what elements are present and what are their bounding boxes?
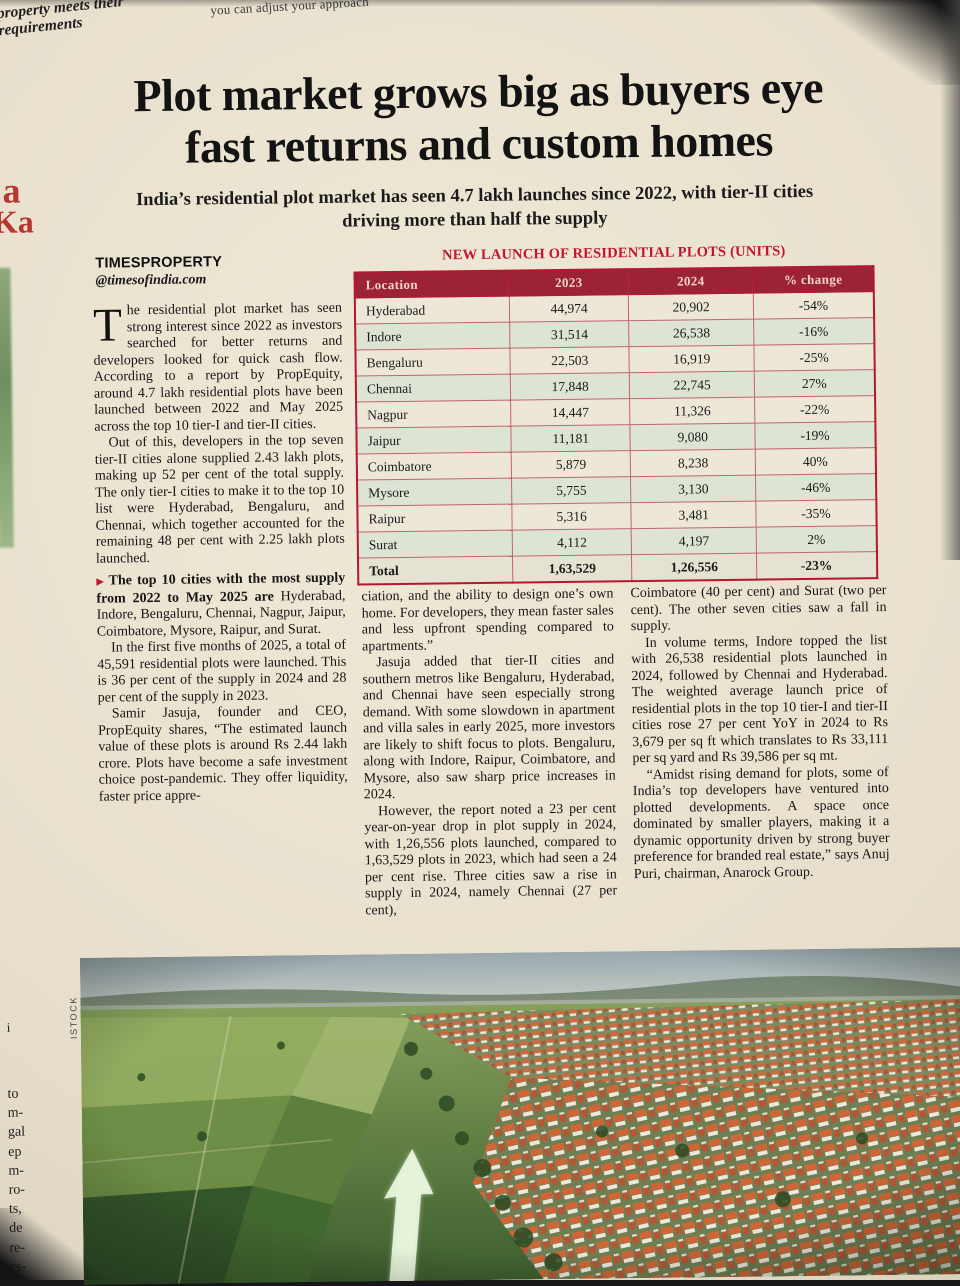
- cell: Chennai: [355, 374, 511, 402]
- cell: 20,902: [628, 293, 754, 321]
- residential-plots-table: Location 2023 2024 % change Hyderabad 44,…: [353, 265, 879, 586]
- cell: 31,514: [509, 320, 630, 349]
- margin-text-fragments: to m- gal ep m- ro- ts, de re- es-: [7, 1085, 26, 1277]
- cell: Nagpur: [356, 400, 511, 428]
- fragment-line: gal: [7, 1125, 26, 1141]
- paragraph: Samir Jasuja, founder and CEO, PropEquit…: [97, 703, 348, 805]
- fragment-line: ep: [8, 1144, 22, 1160]
- article-column-2: ciation, and the ability to design one’s…: [361, 586, 617, 955]
- standfirst: India’s residential plot market has seen…: [0, 178, 955, 239]
- paragraph: In volume terms, Indore topped the list …: [631, 632, 889, 767]
- byline-name: TIMESPROPERTY: [95, 254, 223, 272]
- fragment-line: m-: [7, 1105, 24, 1122]
- aerial-photo-illustration: [79, 947, 960, 1285]
- cell: -46%: [755, 473, 877, 502]
- fragment-line: ro-: [8, 1182, 26, 1198]
- photo-credit: ISTOCK: [68, 995, 79, 1040]
- paragraph: In the first five months of 2025, a tota…: [97, 637, 347, 706]
- fragment-line: to: [7, 1086, 19, 1102]
- fragment-line: de: [9, 1221, 23, 1237]
- article-headline: Plot market grows big as buyers eye fast…: [53, 61, 904, 176]
- headline-line: fast returns and custom homes: [184, 114, 774, 174]
- byline-handle: @timesofindia.com: [95, 272, 207, 289]
- adjacent-article-fragment: you can adjust your approach: [209, 0, 370, 18]
- paragraph: Coimbatore (40 per cent) and Surat (two …: [630, 583, 887, 635]
- column-header: % change: [752, 266, 874, 294]
- paragraph: “Amidst rising demand for plots, some of…: [632, 764, 890, 882]
- cell: 5,755: [511, 476, 632, 505]
- cell: 11,181: [510, 424, 631, 453]
- cell: 17,848: [510, 372, 631, 401]
- adjacent-photo-fragment: [0, 267, 14, 548]
- fragment-line: re-: [9, 1240, 26, 1256]
- headline-line: Plot market grows big as buyers eye: [133, 61, 824, 122]
- paragraph: Out of this, developers in the top seven…: [94, 432, 345, 567]
- cell: Indore: [355, 322, 510, 350]
- cell: 1,26,556: [631, 553, 757, 582]
- cell: 22,745: [629, 371, 755, 399]
- cell: 14,447: [510, 398, 631, 427]
- cell: 22,503: [509, 346, 630, 375]
- cell: 5,879: [511, 450, 631, 479]
- photo-vignette: [79, 947, 960, 1285]
- cell: -25%: [753, 343, 875, 372]
- fragment-line: m-: [8, 1163, 25, 1179]
- cell: Hyderabad: [354, 296, 510, 325]
- adjacent-article-fragment: property meets their requirements: [0, 0, 126, 39]
- article-column-3: Coimbatore (40 per cent) and Surat (two …: [630, 583, 890, 952]
- cell: Raipur: [357, 504, 513, 532]
- cell: 11,326: [630, 397, 755, 425]
- column-header: 2023: [508, 269, 629, 297]
- cell: -22%: [754, 395, 876, 424]
- cell: 40%: [755, 447, 876, 476]
- bullet-icon: ▶: [96, 576, 106, 588]
- cell: -35%: [755, 499, 877, 528]
- cell: Surat: [357, 530, 513, 558]
- cell: Total: [357, 556, 513, 585]
- cell: 5,316: [511, 502, 632, 531]
- column-header: Location: [354, 270, 510, 299]
- cell: -54%: [753, 291, 875, 320]
- cell: 4,112: [512, 528, 632, 557]
- fragment-line: ts,: [8, 1201, 22, 1218]
- cell: 3,481: [631, 501, 757, 529]
- cell: 26,538: [629, 319, 754, 347]
- cell: 4,197: [631, 527, 757, 555]
- table-total-row: Total 1,63,529 1,26,556 -23%: [357, 551, 878, 585]
- fragment-line: es-: [9, 1259, 27, 1275]
- cell: 1,63,529: [512, 554, 633, 583]
- cell: 27%: [754, 369, 876, 398]
- cell: -19%: [754, 421, 876, 450]
- standfirst-text: India’s residential plot market has seen…: [135, 181, 814, 233]
- cell: 44,974: [509, 294, 630, 323]
- highlight-paragraph: ▶ The top 10 cities with the most supply …: [96, 571, 346, 641]
- cell: Jaipur: [356, 426, 512, 454]
- cell: 8,238: [630, 449, 756, 477]
- cell: 9,080: [630, 423, 756, 451]
- launch-table-section: NEW LAUNCH OF RESIDENTIAL PLOTS (UNITS) …: [353, 242, 879, 586]
- paragraph: ciation, and the ability to design one’s…: [361, 586, 614, 654]
- cell: Coimbatore: [356, 452, 512, 480]
- margin-text-fragment: i: [6, 1019, 11, 1035]
- cell: 2%: [756, 525, 877, 554]
- table-title: NEW LAUNCH OF RESIDENTIAL PLOTS (UNITS): [441, 243, 786, 264]
- cell: -23%: [756, 551, 878, 580]
- cell: Mysore: [357, 478, 512, 506]
- drop-cap: T: [92, 300, 123, 352]
- cell: 3,130: [630, 475, 756, 503]
- paragraph: Jasuja added that tier-II cities and sou…: [362, 652, 616, 803]
- paragraph: However, the report noted a 23 per cent …: [364, 800, 618, 918]
- byline: TIMESPROPERTY @timesofindia.com: [95, 254, 222, 290]
- paragraph-text: he residential plot market has seen stro…: [93, 300, 344, 435]
- cell: 16,919: [629, 345, 755, 373]
- aerial-photo: [79, 947, 960, 1285]
- column-header: 2024: [628, 267, 754, 295]
- cell: Bengaluru: [355, 348, 511, 376]
- cell: -16%: [753, 317, 875, 346]
